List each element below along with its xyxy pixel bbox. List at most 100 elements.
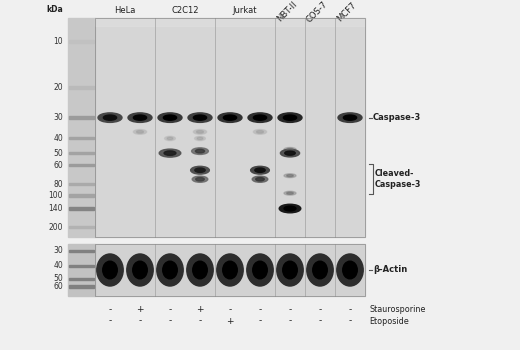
Ellipse shape [103,115,116,120]
Text: 30: 30 [53,113,63,122]
Ellipse shape [127,254,153,286]
Text: 50: 50 [53,149,63,158]
Ellipse shape [256,177,264,181]
Text: COS-7: COS-7 [304,0,329,24]
Text: -: - [289,316,292,326]
Ellipse shape [248,113,272,122]
Text: HeLa: HeLa [114,6,136,15]
Bar [69,265,94,267]
Text: -: - [198,316,202,326]
Text: 30: 30 [53,246,63,255]
Text: Cleaved-
Caspase-3: Cleaved- Caspase-3 [375,169,421,189]
Ellipse shape [133,261,147,279]
Text: -: - [289,306,292,315]
Ellipse shape [187,254,213,286]
Ellipse shape [279,204,301,213]
Text: NBT-II: NBT-II [275,0,298,24]
Bar [68,18,95,237]
Text: +: + [226,316,234,326]
Ellipse shape [337,254,363,286]
Text: 40: 40 [53,133,63,142]
Text: -: - [348,316,352,326]
Ellipse shape [287,175,293,177]
Bar [69,250,94,252]
Text: Caspase-3: Caspase-3 [373,113,421,122]
Text: 60: 60 [53,282,63,291]
Bar [95,18,365,26]
Ellipse shape [197,131,204,133]
Ellipse shape [163,115,177,120]
Ellipse shape [256,131,264,133]
Ellipse shape [97,254,123,286]
Bar [68,244,95,296]
Ellipse shape [284,206,296,211]
Text: Etoposide: Etoposide [369,316,409,326]
Text: -: - [258,306,262,315]
Ellipse shape [218,113,242,122]
Ellipse shape [158,113,182,122]
Ellipse shape [188,113,212,122]
Text: β-Actin: β-Actin [373,266,407,274]
Ellipse shape [253,130,267,134]
Bar [69,117,94,119]
Ellipse shape [251,166,269,174]
Text: -: - [168,306,172,315]
Bar [69,152,94,154]
Text: 20: 20 [54,83,63,92]
Bar [69,194,94,197]
Ellipse shape [134,130,147,134]
Ellipse shape [128,113,152,122]
Ellipse shape [343,261,357,279]
Ellipse shape [284,191,296,195]
Text: -: - [168,316,172,326]
Text: +: + [136,306,144,315]
Bar [69,137,94,139]
Ellipse shape [307,254,333,286]
Ellipse shape [196,149,205,153]
Bar [95,18,365,237]
Ellipse shape [103,261,118,279]
Ellipse shape [280,149,300,157]
Ellipse shape [223,261,237,279]
Ellipse shape [193,261,207,279]
Ellipse shape [164,151,176,155]
Bar [95,244,365,296]
Ellipse shape [134,115,147,120]
Text: 40: 40 [53,261,63,270]
Text: 80: 80 [54,180,63,189]
Text: C2C12: C2C12 [171,6,199,15]
Ellipse shape [163,261,177,279]
Ellipse shape [253,115,267,120]
Text: -: - [108,306,112,315]
Ellipse shape [165,136,175,141]
Ellipse shape [191,148,209,154]
Ellipse shape [343,115,357,120]
Ellipse shape [191,166,210,174]
Text: -: - [258,316,262,326]
Ellipse shape [284,147,296,151]
Bar [69,86,94,89]
Ellipse shape [224,115,237,120]
Bar [69,286,94,288]
Text: kDa: kDa [46,5,63,14]
Text: 100: 100 [48,191,63,200]
Ellipse shape [285,151,295,155]
Text: MCF7: MCF7 [335,0,358,23]
Text: 60: 60 [53,161,63,170]
Bar [95,18,365,237]
Ellipse shape [313,261,327,279]
Text: -: - [318,306,322,315]
Ellipse shape [277,254,303,286]
Ellipse shape [287,148,293,150]
Text: 200: 200 [48,223,63,232]
Ellipse shape [247,254,273,286]
Ellipse shape [252,176,268,182]
Ellipse shape [195,168,205,172]
Ellipse shape [193,130,206,134]
Ellipse shape [98,113,122,122]
Bar [69,183,94,185]
Ellipse shape [136,131,144,133]
Text: +: + [196,306,204,315]
Ellipse shape [278,113,302,122]
Text: -: - [348,306,352,315]
